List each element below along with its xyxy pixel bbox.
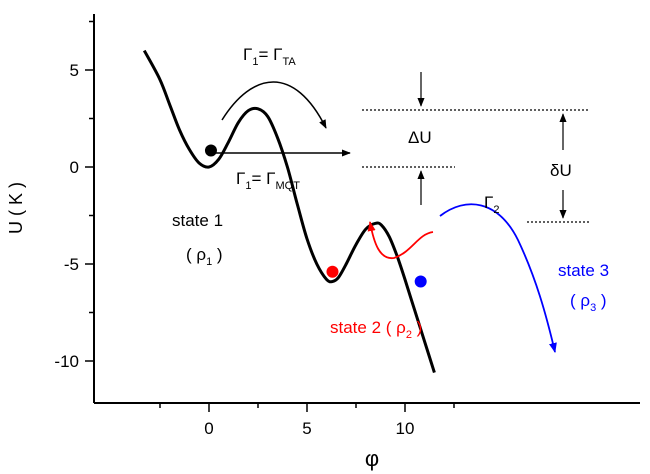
x-tick-label: 5 bbox=[302, 419, 311, 438]
state2-point bbox=[326, 265, 339, 278]
state2-oscillation-arrow bbox=[367, 221, 434, 259]
potential-curve bbox=[142, 49, 436, 374]
gamma-mqt-label: Γ1= ΓMQT bbox=[236, 169, 300, 192]
y-tick-label: 5 bbox=[70, 61, 79, 80]
state1-rho: ( ρ1 ) bbox=[186, 245, 223, 268]
delta-u-label: ΔU bbox=[408, 128, 432, 147]
state3-point bbox=[414, 275, 427, 288]
gamma-ta-label: Γ1= ΓTA bbox=[243, 45, 296, 68]
gamma2-label: Γ2 bbox=[484, 193, 500, 216]
state1-label: state 1 bbox=[172, 211, 223, 230]
y-tick-label: 0 bbox=[70, 158, 79, 177]
y-axis-label: U ( K ) bbox=[6, 182, 26, 234]
x-axis-label: φ bbox=[365, 446, 379, 471]
x-tick-label: 0 bbox=[204, 419, 213, 438]
y-tick-label: -5 bbox=[64, 255, 79, 274]
y-tick-label: -10 bbox=[54, 352, 79, 371]
thermal-activation-arrow bbox=[221, 81, 327, 129]
state3-rho: ( ρ3 ) bbox=[570, 291, 607, 314]
state2-label: state 2 ( ρ2 ) bbox=[330, 318, 422, 341]
axis-ticks: 0 5 10 5 0 -5 -10 bbox=[54, 20, 455, 438]
delta-U-label: δU bbox=[550, 161, 572, 180]
state3-escape-arrow bbox=[439, 203, 557, 353]
state1-point bbox=[204, 144, 217, 157]
state3-label: state 3 bbox=[558, 261, 609, 280]
x-tick-label: 10 bbox=[396, 419, 415, 438]
